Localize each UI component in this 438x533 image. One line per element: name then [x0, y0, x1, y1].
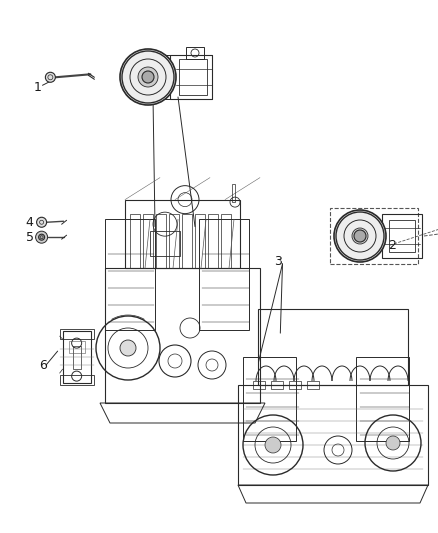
Circle shape	[142, 71, 154, 83]
Bar	[143, 214, 153, 268]
Bar	[382, 214, 422, 258]
Bar	[60, 375, 94, 385]
Circle shape	[120, 340, 136, 356]
Bar	[150, 231, 180, 256]
Bar	[195, 214, 205, 268]
Circle shape	[39, 234, 45, 240]
Bar	[63, 331, 91, 383]
Circle shape	[35, 231, 48, 243]
Bar	[356, 357, 409, 441]
Bar	[156, 214, 166, 268]
Bar	[179, 59, 207, 95]
Text: 6: 6	[39, 359, 47, 372]
Bar	[125, 200, 240, 268]
Bar	[221, 214, 231, 268]
Circle shape	[120, 49, 176, 105]
Bar	[232, 184, 235, 202]
Bar	[73, 346, 81, 369]
Text: 3: 3	[274, 255, 282, 268]
Bar	[258, 309, 408, 385]
Bar	[105, 268, 260, 403]
Bar	[186, 47, 204, 59]
Bar	[60, 329, 94, 339]
Text: 2: 2	[388, 239, 396, 252]
Bar	[208, 214, 218, 268]
Bar	[238, 385, 428, 485]
Bar	[199, 219, 248, 329]
Text: 4: 4	[26, 216, 34, 229]
Circle shape	[138, 67, 158, 87]
Bar	[69, 341, 85, 353]
Bar	[307, 381, 319, 389]
Circle shape	[352, 228, 368, 244]
Bar	[243, 357, 296, 441]
Bar	[169, 214, 179, 268]
Circle shape	[37, 217, 46, 227]
Bar	[105, 219, 155, 329]
Circle shape	[265, 437, 281, 453]
Bar	[271, 381, 283, 389]
Bar	[182, 214, 192, 268]
Circle shape	[354, 230, 366, 242]
Circle shape	[334, 210, 386, 262]
Text: 5: 5	[26, 231, 34, 244]
Circle shape	[386, 436, 400, 450]
Bar	[330, 208, 418, 264]
Circle shape	[46, 72, 55, 82]
Text: 1: 1	[33, 82, 41, 94]
Bar	[130, 214, 140, 268]
Bar	[170, 55, 212, 99]
Bar	[253, 381, 265, 389]
Bar	[389, 220, 415, 252]
Bar	[289, 381, 301, 389]
